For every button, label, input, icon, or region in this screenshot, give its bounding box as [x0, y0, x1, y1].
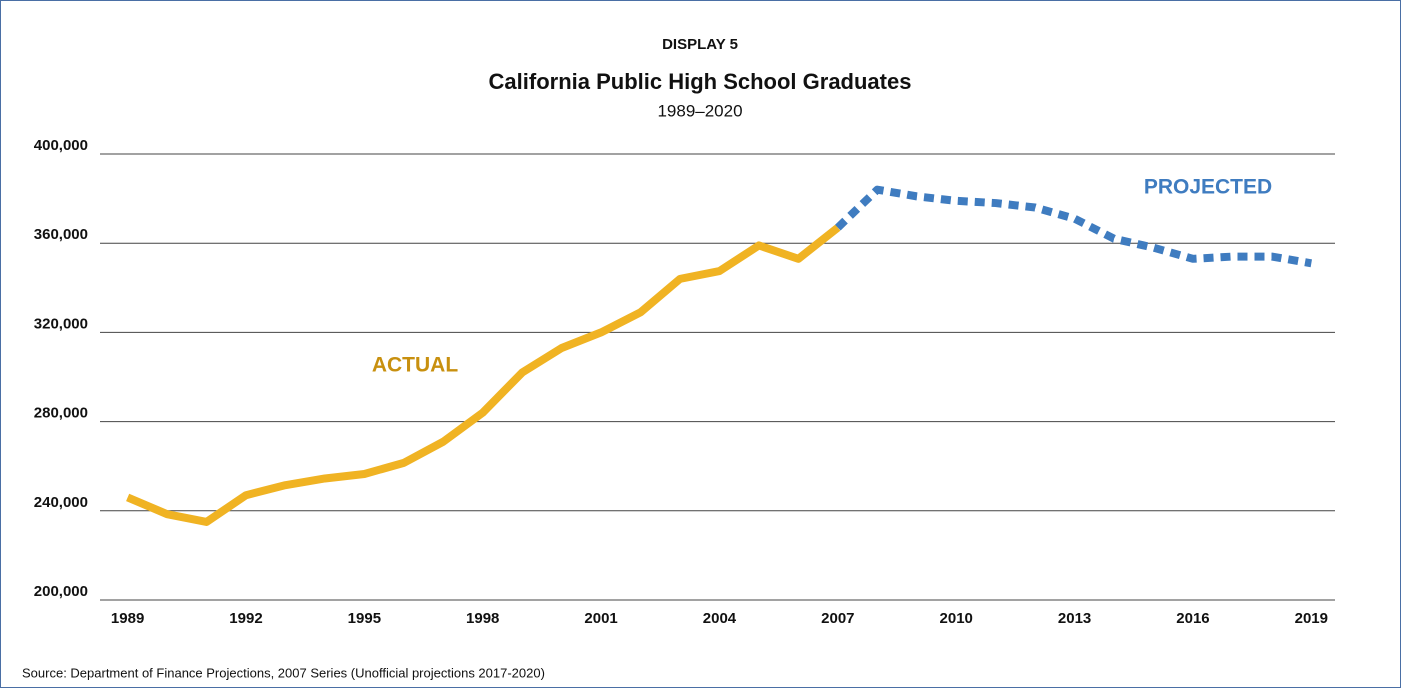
y-tick-label: 360,000: [34, 226, 88, 243]
x-tick-label: 2016: [1176, 610, 1209, 627]
series-label: PROJECTED: [1144, 176, 1272, 199]
x-tick-label: 2019: [1295, 610, 1328, 627]
y-tick-label: 400,000: [34, 137, 88, 154]
x-tick-label: 1995: [348, 610, 381, 627]
chart-subtitle: 1989–2020: [657, 101, 742, 120]
y-tick-label: 240,000: [34, 494, 88, 511]
x-tick-label: 2010: [940, 610, 973, 627]
x-tick-label: 1992: [229, 610, 262, 627]
series-line: [126, 224, 841, 526]
series-label: ACTUAL: [372, 354, 458, 377]
x-tick-label: 2001: [584, 610, 617, 627]
x-tick-label: 1989: [111, 610, 144, 627]
chart-title: California Public High School Graduates: [489, 69, 912, 94]
source-note: Source: Department of Finance Projection…: [22, 665, 545, 680]
y-tick-label: 200,000: [34, 583, 88, 600]
x-tick-label: 2013: [1058, 610, 1091, 627]
series-line: [835, 185, 1312, 268]
kicker: DISPLAY 5: [662, 36, 738, 53]
x-tick-label: 2004: [703, 610, 737, 627]
y-tick-label: 280,000: [34, 405, 88, 422]
x-tick-label: 1998: [466, 610, 499, 627]
y-tick-label: 320,000: [34, 315, 88, 332]
x-tick-label: 2007: [821, 610, 854, 627]
